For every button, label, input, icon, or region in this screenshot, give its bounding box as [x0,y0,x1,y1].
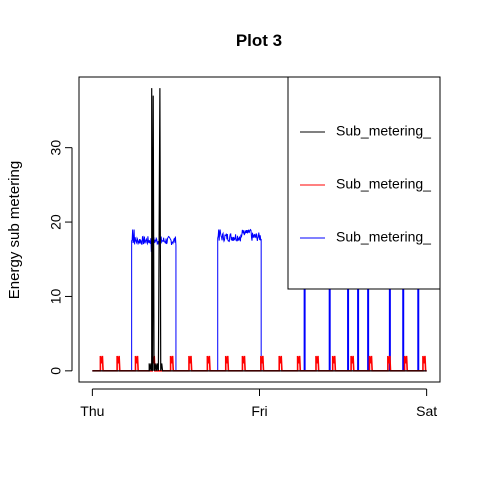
x-tick-label: Fri [251,403,267,419]
series-line-sub-metering-1 [92,88,427,372]
legend-label: Sub_metering_ [336,123,431,139]
legend: Sub_metering_ Sub_metering_ Sub_metering_ [287,76,441,290]
x-tick-label: Sat [416,403,437,419]
series-layer [92,88,427,372]
legend-label: Sub_metering_ [336,176,431,192]
legend-box [287,76,441,290]
y-tick-label: 20 [48,214,64,230]
y-axis-label: Energy sub metering [6,161,23,299]
y-tick-label: 0 [48,367,64,375]
chart-title: Plot 3 [236,31,282,50]
y-tick-label: 10 [48,288,64,304]
x-tick-label: Thu [80,403,104,419]
axes-layer: 0 10 20 30 Thu Fri Sat [48,140,438,419]
y-tick-label: 30 [48,140,64,156]
legend-label: Sub_metering_ [336,229,431,245]
